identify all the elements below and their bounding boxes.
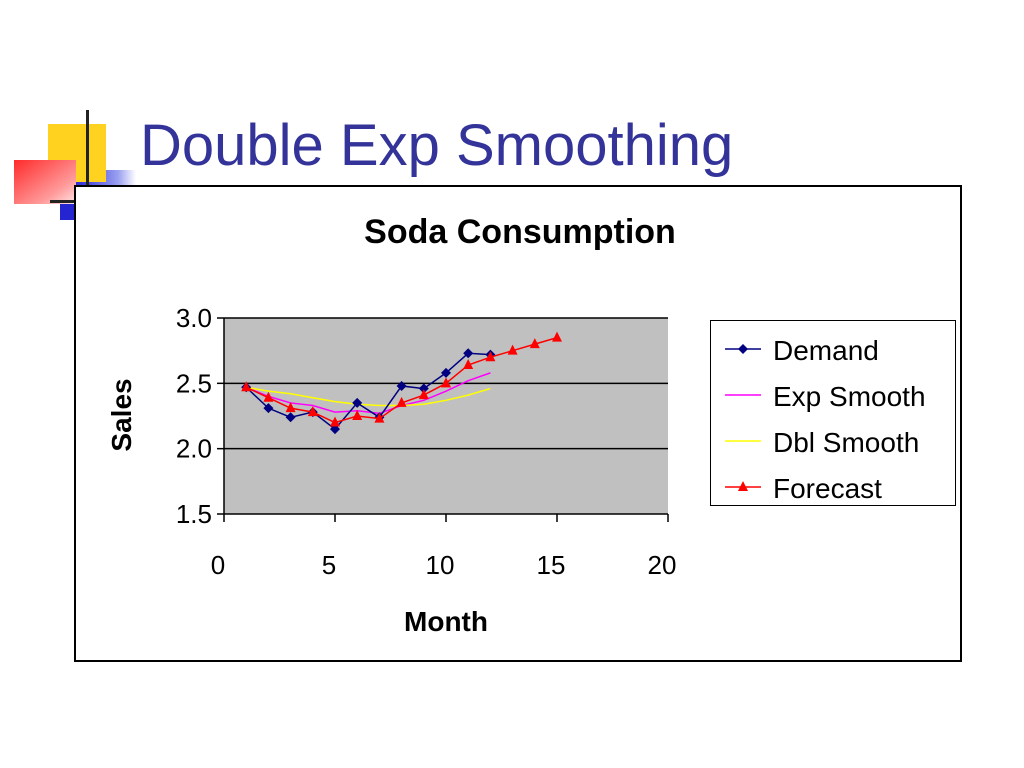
point-forecast-13 [507,344,518,355]
point-demand-2 [263,403,274,414]
y-tick-label-1: 2.0 [176,434,212,464]
legend: Demand Exp Smooth Dbl Smooth Forecast [710,320,956,506]
decor-blue-square [60,204,76,220]
y-axis-label: Sales [106,378,137,451]
point-forecast-6 [352,410,363,420]
legend-marker-forecast [725,481,761,491]
legend-item-dbl-smooth: Dbl Smooth [723,421,953,461]
point-forecast-10 [441,377,451,388]
point-demand-5 [330,424,340,435]
legend-item-demand: Demand [723,329,953,369]
legend-label-forecast: Forecast [773,473,882,504]
x-tick-label-0: 0 [211,550,225,580]
point-forecast-14 [529,338,540,349]
point-forecast-5 [330,416,340,427]
series-line-exp-smooth [245,372,491,415]
point-demand-9 [418,383,429,394]
point-demand-11 [463,348,474,359]
y-tick-label-2: 2.5 [176,368,212,398]
series-line-demand [245,352,491,431]
point-forecast-11 [463,359,474,370]
legend-marker-demand [725,344,761,354]
x-tick-label-4: 20 [648,550,677,580]
decor-red-square [14,160,76,204]
decor-vertical-line [86,110,89,200]
slide-title: Double Exp Smoothing [140,113,734,178]
point-forecast-9 [418,389,429,400]
point-forecast-15 [552,331,562,342]
legend-label-dbl-smooth: Dbl Smooth [773,427,920,458]
series-line-dbl-smooth [246,386,491,407]
point-forecast-7 [374,412,385,423]
point-forecast-4 [307,406,318,417]
point-demand-10 [441,367,451,378]
point-demand-8 [396,380,407,391]
legend-marker-exp-smooth [725,394,761,396]
point-forecast-8 [396,396,407,407]
point-demand-3 [285,412,296,423]
series-dbl-smooth [246,386,491,407]
point-demand-6 [352,397,363,408]
series-exp-smooth [245,372,491,415]
legend-item-exp-smooth: Exp Smooth [723,375,953,415]
x-tick-label-1: 5 [322,550,336,580]
point-forecast-2 [263,391,274,402]
legend-label-demand: Demand [773,335,879,366]
series-layer [241,331,562,435]
point-forecast-3 [285,402,296,413]
axes: 1.5 2.0 2.5 3.0 0 5 10 15 20 [176,303,677,580]
series-forecast [241,331,562,427]
legend-item-forecast: Forecast [723,467,953,507]
legend-marker-dbl-smooth [725,440,761,442]
x-tick-label-3: 15 [537,550,566,580]
x-axis-label: Month [404,606,488,637]
point-forecast-12 [485,351,496,362]
x-tick-label-2: 10 [426,550,455,580]
point-forecast-1 [241,381,252,392]
chart-title: Soda Consumption [364,213,676,251]
y-tick-label-0: 1.5 [176,499,212,529]
legend-label-exp-smooth: Exp Smooth [773,381,926,412]
y-tick-label-3: 3.0 [176,303,212,333]
